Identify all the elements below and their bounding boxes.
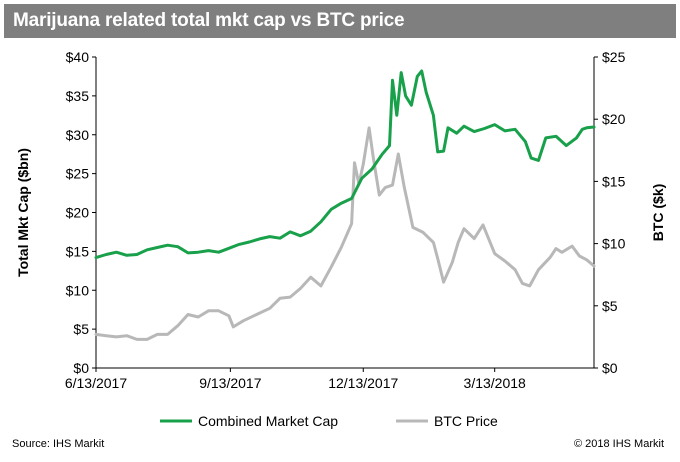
y-left-axis-title: Total Mkt Cap ($bn) xyxy=(15,148,31,277)
chart-axes: $0 $5 $10 $15 $20 $25 $30 $35 $40 $0 $5 $10 $15 $20 $2… xyxy=(15,49,666,391)
y-right-tick-label: $0 xyxy=(602,360,618,376)
y-left-tick-label: $25 xyxy=(66,166,90,182)
y-right-tick-label: $10 xyxy=(602,236,626,252)
x-tick-label: 3/13/2018 xyxy=(464,375,526,391)
series-line-btc-price xyxy=(94,126,596,341)
y-left-tick-label: $0 xyxy=(73,360,89,376)
y-right-tick-label: $5 xyxy=(602,298,618,314)
y-left-tick-label: $35 xyxy=(66,88,90,104)
chart-title-bar: Marijuana related total mkt cap vs BTC p… xyxy=(4,4,676,38)
series-line-combined-market-cap xyxy=(94,69,596,260)
y-right-tick-label: $20 xyxy=(602,111,626,127)
copyright-note: © 2018 IHS Markit xyxy=(573,438,664,450)
x-tick-label: 12/13/2017 xyxy=(328,375,398,391)
y-right-tick-label: $25 xyxy=(602,49,626,65)
legend-label-combined-market-cap: Combined Market Cap xyxy=(198,413,338,429)
chart-title: Marijuana related total mkt cap vs BTC p… xyxy=(13,10,405,31)
legend-label-btc-price: BTC Price xyxy=(434,413,498,429)
y-left-tick-label: $40 xyxy=(66,49,90,65)
y-left-tick-label: $15 xyxy=(66,243,90,259)
y-left-tick-label: $5 xyxy=(73,321,89,337)
chart-legend: Combined Market Cap BTC Price xyxy=(160,413,498,429)
x-tick-label: 6/13/2017 xyxy=(65,375,127,391)
y-left-tick-label: $10 xyxy=(66,282,90,298)
y-left-tick-label: $20 xyxy=(66,205,90,221)
source-note: Source: IHS Markit xyxy=(12,438,105,450)
x-tick-label: 9/13/2017 xyxy=(199,375,261,391)
series-layer xyxy=(94,69,596,341)
y-left-tick-label: $30 xyxy=(66,127,90,143)
y-right-tick-label: $15 xyxy=(602,173,626,189)
y-right-axis-title: BTC ($k) xyxy=(650,184,666,242)
